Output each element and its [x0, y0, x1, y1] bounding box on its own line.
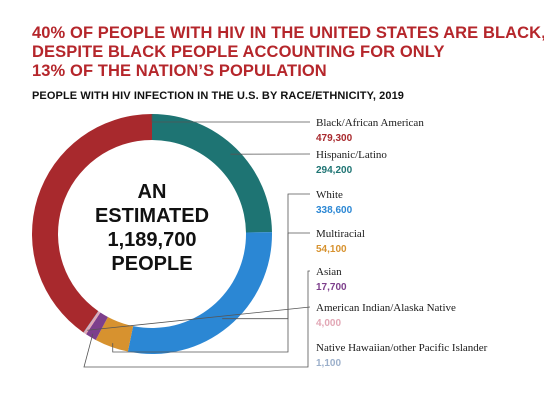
leader-line-black-african-american — [151, 114, 310, 123]
legend-label-hispanic-latino: Hispanic/Latino — [316, 149, 387, 161]
slice-black-african-american — [32, 114, 152, 333]
legend-label-american-indian-alaska-native: American Indian/Alaska Native — [316, 302, 456, 314]
legend-label-native-hawaiian-other-pacific-islander: Native Hawaiian/other Pacific Islander — [316, 342, 488, 354]
leader-line-asian — [83, 270, 310, 368]
legend-label-asian: Asian — [316, 266, 342, 278]
leader-line-multiracial — [112, 232, 310, 353]
chart-title-line: 13% of the nation’s population — [32, 62, 327, 80]
slice-white — [127, 232, 273, 355]
chart-title-line: 40% of people with HIV in the United Sta… — [32, 24, 544, 42]
legend-value-native-hawaiian-other-pacific-islander: 1,100 — [316, 358, 341, 369]
center-text-line: PEOPLE — [111, 253, 192, 275]
slice-american-indian-alaska-native — [83, 311, 101, 335]
slice-native-hawaiian-other-pacific-islander — [83, 311, 99, 333]
slice-multiracial — [95, 317, 134, 352]
chart-title-line: despite Black people accounting for only — [32, 43, 445, 61]
legend-label-white: White — [316, 189, 343, 201]
center-text-line: ESTIMATED — [95, 205, 209, 227]
leader-line-american-indian-alaska-native — [87, 306, 311, 331]
center-text-line: 1,189,700 — [108, 229, 197, 251]
leader-lines — [83, 114, 311, 368]
legend-value-asian: 17,700 — [316, 282, 347, 293]
legend-value-american-indian-alaska-native: 4,000 — [316, 318, 341, 329]
legend-value-white: 338,600 — [316, 205, 353, 216]
chart-subtitle: PEOPLE WITH HIV INFECTION IN THE U.S. BY… — [32, 90, 405, 102]
center-text-line: AN — [138, 181, 167, 203]
slice-asian — [86, 312, 108, 340]
chart-title: 40% of people with HIV in the United Sta… — [32, 24, 544, 81]
legend-value-black-african-american: 479,300 — [316, 133, 353, 144]
legend: Black/African American 479,300 Hispanic/La… — [316, 117, 488, 369]
legend-label-black-african-american: Black/African American — [316, 117, 424, 129]
donut-slices — [32, 114, 273, 355]
legend-label-multiracial: Multiracial — [316, 228, 365, 240]
slice-hispanic-latino — [152, 114, 272, 233]
legend-value-multiracial: 54,100 — [316, 244, 347, 255]
legend-value-hispanic-latino: 294,200 — [316, 165, 353, 176]
